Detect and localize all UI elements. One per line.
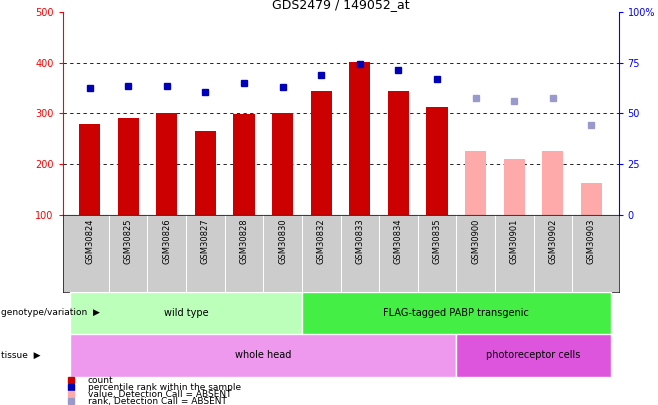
Bar: [465, 151, 486, 215]
Bar: [542, 151, 563, 215]
Text: value, Detection Call = ABSENT: value, Detection Call = ABSENT: [88, 390, 231, 399]
Text: GSM30824: GSM30824: [85, 219, 94, 264]
Bar: [118, 118, 139, 215]
Text: GSM30903: GSM30903: [587, 219, 596, 264]
Text: count: count: [88, 376, 113, 385]
Text: GSM30832: GSM30832: [316, 219, 326, 264]
Text: GSM30902: GSM30902: [548, 219, 557, 264]
Text: GSM30833: GSM30833: [355, 219, 365, 264]
Text: whole head: whole head: [235, 350, 291, 360]
Bar: [70, 334, 457, 377]
Bar: [156, 113, 178, 215]
Bar: [302, 292, 611, 334]
Bar: [503, 159, 525, 215]
Text: tissue  ▶: tissue ▶: [1, 351, 40, 360]
Bar: [79, 124, 100, 215]
Text: GSM30825: GSM30825: [124, 219, 133, 264]
Text: GSM30830: GSM30830: [278, 219, 287, 264]
Bar: [195, 131, 216, 215]
Bar: [234, 115, 255, 215]
Bar: [457, 334, 611, 377]
Text: percentile rank within the sample: percentile rank within the sample: [88, 383, 241, 392]
Text: GSM30826: GSM30826: [163, 219, 171, 264]
Bar: [349, 62, 370, 215]
Text: wild type: wild type: [164, 308, 209, 318]
Bar: [426, 107, 447, 215]
Bar: [311, 91, 332, 215]
Bar: [581, 183, 602, 215]
Text: photoreceptor cells: photoreceptor cells: [486, 350, 581, 360]
Text: GSM30835: GSM30835: [432, 219, 442, 264]
Text: GSM30900: GSM30900: [471, 219, 480, 264]
Text: GSM30901: GSM30901: [510, 219, 519, 264]
Title: GDS2479 / 149052_at: GDS2479 / 149052_at: [272, 0, 409, 11]
Text: FLAG-tagged PABP transgenic: FLAG-tagged PABP transgenic: [384, 308, 529, 318]
Text: GSM30828: GSM30828: [240, 219, 249, 264]
Bar: [388, 91, 409, 215]
Text: genotype/variation  ▶: genotype/variation ▶: [1, 308, 99, 318]
Bar: [272, 113, 293, 215]
Text: rank, Detection Call = ABSENT: rank, Detection Call = ABSENT: [88, 397, 226, 405]
Bar: [70, 292, 302, 334]
Text: GSM30834: GSM30834: [394, 219, 403, 264]
Text: GSM30827: GSM30827: [201, 219, 210, 264]
